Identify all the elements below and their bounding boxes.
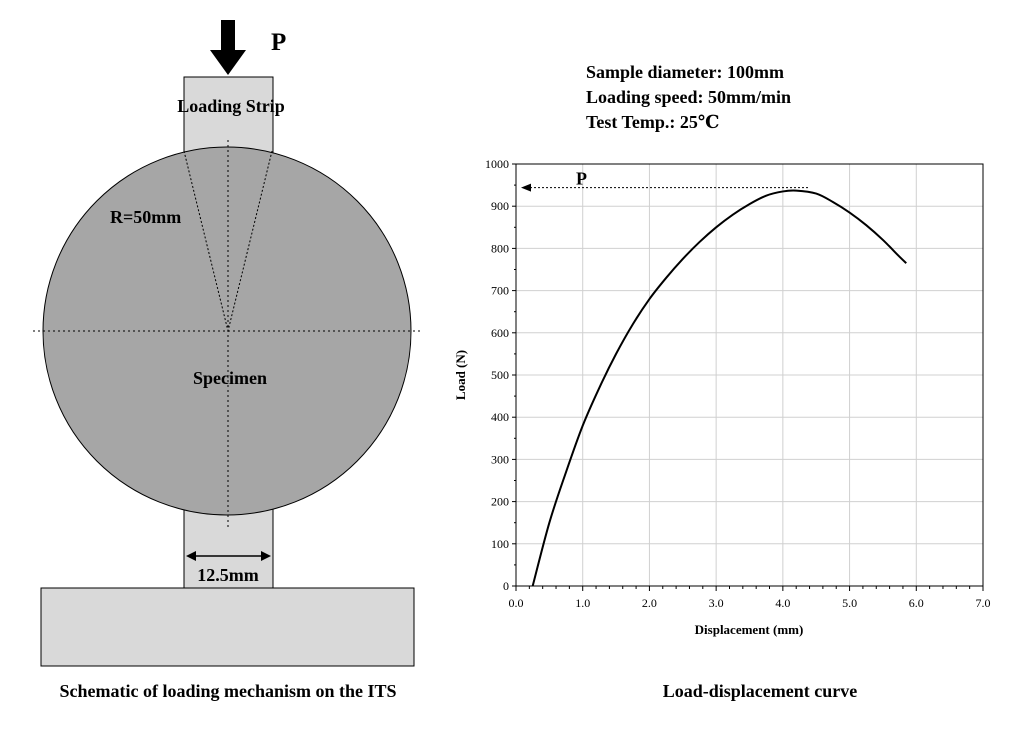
chart-caption: Load-displacement curve xyxy=(663,681,857,701)
radius-label: R=50mm xyxy=(110,207,181,227)
radius-line-right xyxy=(227,150,273,332)
y-tick-label: 0 xyxy=(503,579,509,593)
x-tick-label: 3.0 xyxy=(709,596,724,610)
width-dimension-arrow xyxy=(186,551,271,561)
tick-labels-layer: 0 100 200 300 400 500 600 700 800 900 1000 0.0 1.0 2.… xyxy=(485,157,991,610)
ticks-layer xyxy=(512,163,984,591)
y-tick-label: 400 xyxy=(491,410,509,424)
y-tick-label: 300 xyxy=(491,452,509,466)
specimen-label: Specimen xyxy=(193,368,267,388)
x-tick-label: 5.0 xyxy=(842,596,857,610)
base-plate xyxy=(40,587,415,667)
y-tick-label: 900 xyxy=(491,199,509,213)
peak-label: P xyxy=(576,169,587,189)
test-info-speed: Loading speed: 50mm/min xyxy=(586,87,791,107)
y-tick-label: 1000 xyxy=(485,157,509,171)
load-symbol: P xyxy=(271,29,286,56)
load-arrow-icon xyxy=(210,20,246,75)
y-tick-label: 500 xyxy=(491,368,509,382)
test-info: Sample diameter: 100mm Loading speed: 50… xyxy=(586,62,791,132)
test-info-diameter: Sample diameter: 100mm xyxy=(586,62,784,82)
load-displacement-chart: 0 100 200 300 400 500 600 700 800 900 1000 0.0 1.0 2.… xyxy=(453,157,991,701)
y-tick-label: 600 xyxy=(491,326,509,340)
y-tick-label: 100 xyxy=(491,537,509,551)
y-tick-label: 700 xyxy=(491,284,509,298)
peak-arrowhead-icon xyxy=(521,183,531,192)
x-tick-label: 6.0 xyxy=(909,596,924,610)
x-tick-label: 2.0 xyxy=(642,596,657,610)
series-line-load xyxy=(531,189,907,587)
grid-layer xyxy=(515,163,984,587)
test-info-temperature: Test Temp.: 25℃ xyxy=(586,112,719,132)
schematic-caption: Schematic of loading mechanism on the IT… xyxy=(59,681,396,701)
x-axis-label: Displacement (mm) xyxy=(695,622,804,637)
x-tick-label: 7.0 xyxy=(976,596,991,610)
x-tick-label: 1.0 xyxy=(575,596,590,610)
y-tick-label: 800 xyxy=(491,241,509,255)
x-tick-label: 4.0 xyxy=(775,596,790,610)
peak-annotation: P xyxy=(521,169,810,192)
schematic: P Loading Strip R=50mm Specimen 12.5mm S… xyxy=(33,20,423,701)
x-tick-label: 0.0 xyxy=(509,596,524,610)
radius-line-left xyxy=(183,150,229,332)
width-label: 12.5mm xyxy=(197,565,259,585)
y-tick-label: 200 xyxy=(491,495,509,509)
loading-strip-label: Loading Strip xyxy=(177,96,285,116)
y-axis-label: Load (N) xyxy=(453,350,468,400)
